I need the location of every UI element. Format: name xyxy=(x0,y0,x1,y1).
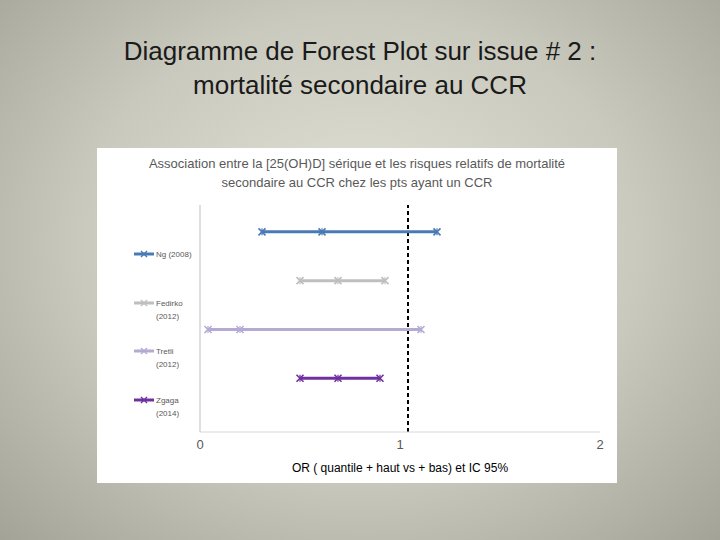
svg-text:2: 2 xyxy=(596,437,603,452)
svg-text:0: 0 xyxy=(196,437,203,452)
svg-text:OR ( quantile + haut vs + bas): OR ( quantile + haut vs + bas) et IC 95% xyxy=(292,461,508,475)
html-text:Zgaga (2014): Zgaga (2014) xyxy=(156,396,180,419)
html-text:Ng (2008): Ng (2008) xyxy=(156,249,192,259)
html-text:Diagramme de Forest Plot sur i: Diagramme de Forest Plot sur issue # 2 : xyxy=(123,36,597,66)
html-text:Tretli (2012): Tretli (2012) xyxy=(156,347,180,370)
html-text:Fedirko (2012): Fedirko (2012) xyxy=(156,298,183,321)
html-text:Association entre la [25(OH)D]: Association entre la [25(OH)D] sérique e… xyxy=(148,156,566,190)
html-text:mortalité secondaire au CCR: mortalité secondaire au CCR xyxy=(193,70,527,100)
svg-text:1: 1 xyxy=(396,437,403,452)
